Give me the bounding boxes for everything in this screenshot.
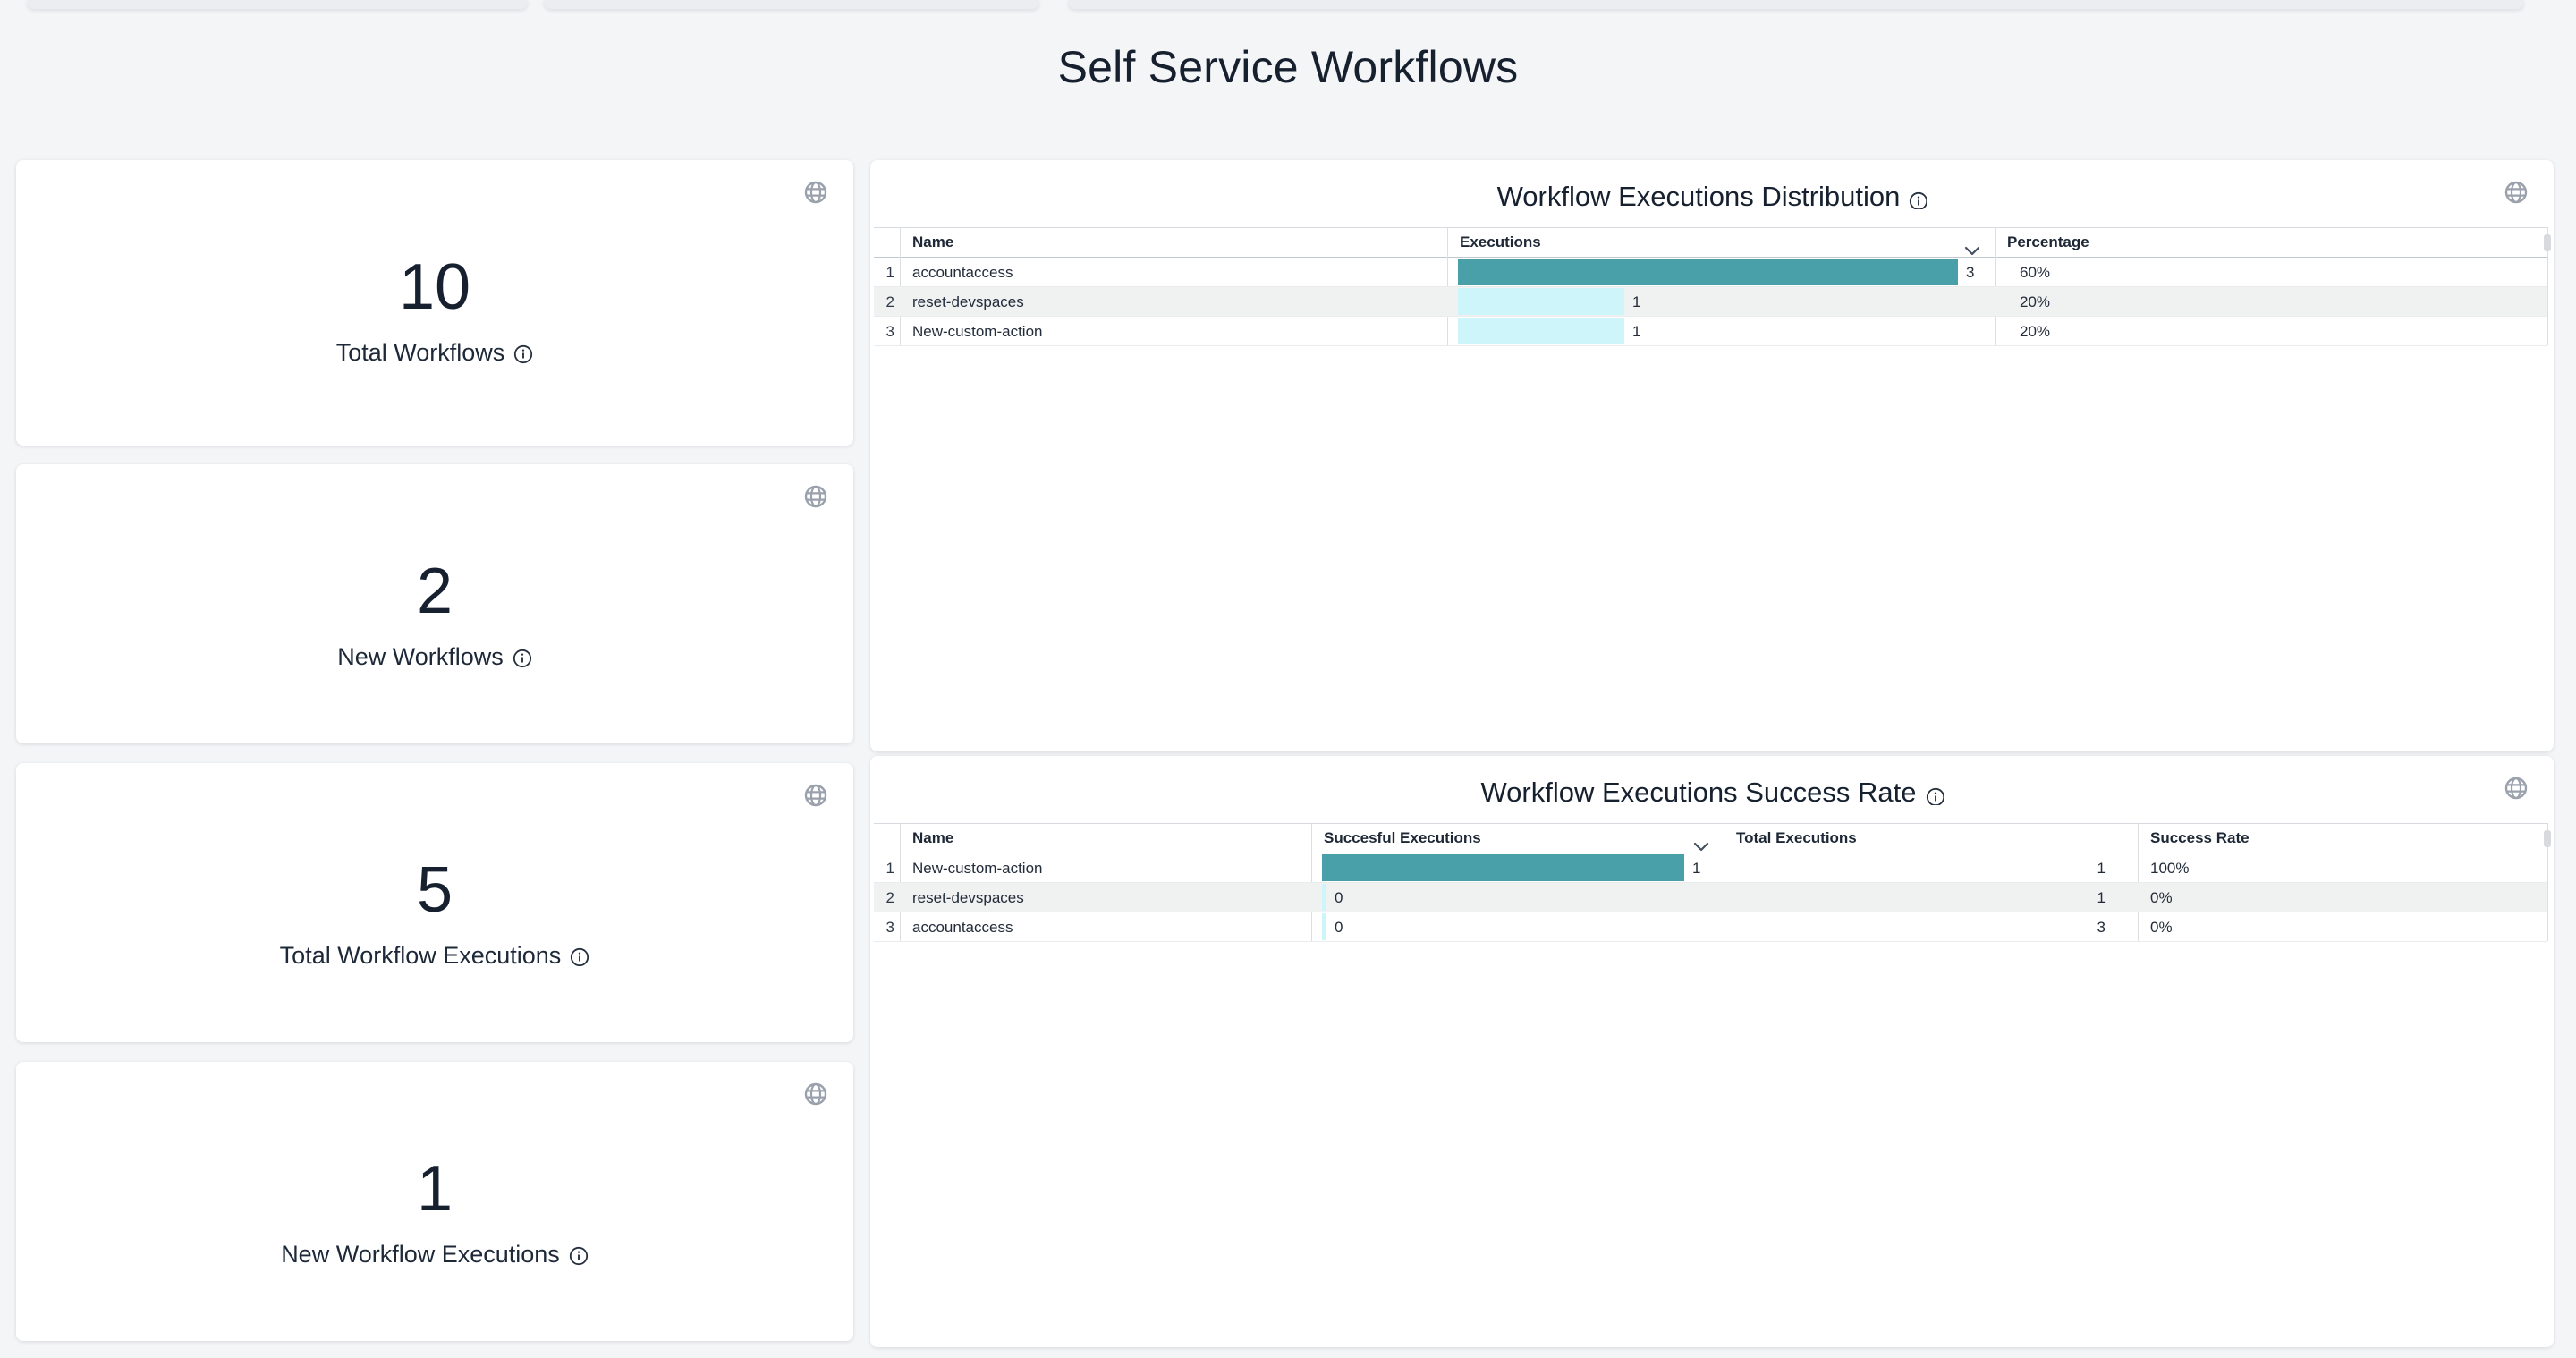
column-header-name[interactable]: Name — [912, 829, 954, 846]
page-title: Self Service Workflows — [1057, 42, 1519, 92]
kpi-label-text: Total Workflows — [335, 339, 505, 366]
cell-name: reset-devspaces — [912, 293, 1024, 310]
cell-name: reset-devspaces — [912, 889, 1024, 906]
kpi-card-new-workflows: 2 New Workflows — [16, 464, 853, 743]
column-header-text: Succesful Executions — [1324, 829, 1481, 846]
row-index: 1 — [886, 860, 894, 877]
cell-success-rate: 0% — [2150, 919, 2173, 936]
column-header-successful-executions[interactable]: Succesful Executions — [1324, 823, 1724, 853]
column-header-success-rate[interactable]: Success Rate — [2150, 829, 2250, 846]
globe-icon[interactable] — [803, 1082, 828, 1107]
row-border — [874, 345, 2547, 346]
successful-executions-bar-value: 1 — [1692, 860, 1701, 877]
successful-executions-bar-value: 0 — [1335, 889, 1343, 906]
column-header-executions[interactable]: Executions — [1460, 227, 1995, 257]
info-icon[interactable] — [569, 1241, 589, 1275]
info-icon[interactable] — [513, 339, 533, 373]
successful-executions-bar — [1322, 913, 1326, 940]
cell-success-rate: 100% — [2150, 860, 2190, 877]
table-row: 1 New-custom-action 1 1 100% — [874, 853, 2547, 883]
kpi-label: New Workflow Executions — [16, 1237, 853, 1275]
row-border — [874, 286, 2547, 287]
cell-percentage: 20% — [2020, 323, 2051, 340]
kpi-card-total-workflow-executions: 5 Total Workflow Executions — [16, 763, 853, 1042]
cell-total-executions: 3 — [2097, 919, 2106, 936]
executions-bar-value: 1 — [1632, 293, 1641, 310]
workflow-executions-success-rate-card: Workflow Executions Success Rate Name Su… — [870, 756, 2554, 1347]
table-row: 3 accountaccess 0 3 0% — [874, 912, 2547, 942]
card-stub — [27, 0, 528, 9]
column-header-text: Executions — [1460, 233, 1541, 250]
kpi-card-new-workflow-executions: 1 New Workflow Executions — [16, 1062, 853, 1341]
kpi-label: Total Workflow Executions — [16, 938, 853, 976]
cell-name: accountaccess — [912, 264, 1013, 281]
kpi-label-text: Total Workflow Executions — [279, 942, 562, 969]
table-row: 2 reset-devspaces 1 20% — [874, 287, 2547, 317]
workflow-executions-distribution-card: Workflow Executions Distribution Name Ex… — [870, 160, 2554, 751]
cell-percentage: 60% — [2020, 264, 2051, 281]
cell-name: New-custom-action — [912, 323, 1043, 340]
column-header-percentage[interactable]: Percentage — [2007, 233, 2089, 250]
row-border — [874, 316, 2547, 317]
info-icon[interactable] — [1909, 184, 1928, 216]
kpi-label: New Workflows — [16, 640, 853, 677]
row-index: 3 — [886, 323, 894, 340]
cell-name: New-custom-action — [912, 860, 1043, 877]
row-index: 2 — [886, 889, 894, 906]
card-stub — [544, 0, 1039, 9]
card-title-text: Workflow Executions Success Rate — [1480, 777, 1917, 808]
row-index: 1 — [886, 264, 894, 281]
table-row: 1 accountaccess 3 60% — [874, 258, 2547, 287]
grid-border — [874, 227, 2547, 228]
row-border — [874, 882, 2547, 883]
row-index: 2 — [886, 293, 894, 310]
cell-name: accountaccess — [912, 919, 1013, 936]
card-title: Workflow Executions Distribution — [870, 181, 2554, 216]
cell-percentage: 20% — [2020, 293, 2051, 310]
info-icon[interactable] — [1926, 780, 1945, 812]
grid-scrollbar-thumb[interactable] — [2544, 830, 2551, 847]
row-border — [874, 941, 2547, 942]
kpi-value: 1 — [416, 1153, 453, 1225]
info-icon[interactable] — [570, 942, 589, 976]
cell-total-executions: 1 — [2097, 889, 2106, 906]
globe-icon[interactable] — [803, 484, 828, 509]
kpi-label: Total Workflows — [16, 335, 853, 373]
kpi-card-total-workflows: 10 Total Workflows — [16, 160, 853, 446]
column-separator — [2547, 823, 2548, 941]
executions-bar — [1458, 259, 1958, 285]
column-separator — [2547, 227, 2548, 345]
executions-bar — [1458, 288, 1624, 315]
table-row: 3 New-custom-action 1 20% — [874, 317, 2547, 346]
info-icon[interactable] — [513, 643, 532, 677]
kpi-label-text: New Workflow Executions — [281, 1241, 560, 1268]
cell-success-rate: 0% — [2150, 889, 2173, 906]
column-header-name[interactable]: Name — [912, 233, 954, 250]
sort-desc-icon — [1964, 237, 1980, 257]
column-header-total-executions[interactable]: Total Executions — [1736, 829, 1857, 846]
cell-total-executions: 1 — [2097, 860, 2106, 877]
kpi-value: 5 — [416, 854, 453, 926]
grid-border — [874, 823, 2547, 824]
kpi-label-text: New Workflows — [337, 643, 504, 670]
grid-border — [874, 257, 2547, 258]
grid-scrollbar-thumb[interactable] — [2544, 234, 2551, 251]
table-row: 2 reset-devspaces 0 1 0% — [874, 883, 2547, 912]
globe-icon[interactable] — [803, 783, 828, 808]
card-title: Workflow Executions Success Rate — [870, 777, 2554, 812]
successful-executions-bar — [1322, 884, 1326, 911]
kpi-value: 2 — [416, 556, 453, 627]
card-stub — [1068, 0, 2524, 9]
successful-executions-bar-value: 0 — [1335, 919, 1343, 936]
executions-bar — [1458, 318, 1624, 344]
sort-desc-icon — [1693, 833, 1709, 853]
executions-bar-value: 3 — [1966, 264, 1975, 281]
row-index: 3 — [886, 919, 894, 936]
executions-bar-value: 1 — [1632, 323, 1641, 340]
kpi-value: 10 — [398, 251, 471, 323]
card-title-text: Workflow Executions Distribution — [1496, 181, 1901, 212]
successful-executions-bar — [1322, 854, 1684, 881]
globe-icon[interactable] — [803, 180, 828, 205]
